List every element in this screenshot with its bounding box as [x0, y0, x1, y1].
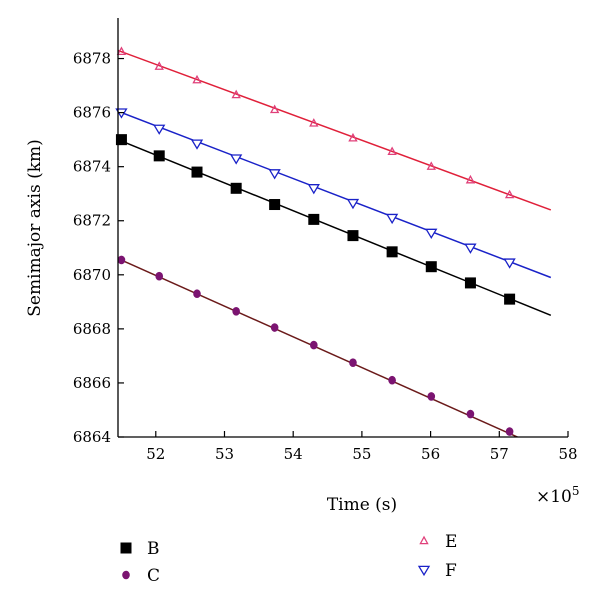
y-tick-label-6872: 6872	[73, 212, 111, 230]
series-point-b-9	[464, 277, 476, 289]
series-point-c-4	[270, 323, 279, 332]
y-tick-label-6878: 6878	[73, 50, 111, 68]
y-tick-label-6864: 6864	[73, 428, 111, 446]
series-point-b-4	[269, 199, 281, 211]
series-point-f-3	[230, 154, 243, 165]
series-point-f-7	[385, 213, 399, 225]
y-tick-label-6876: 6876	[73, 104, 111, 122]
x-multiplier-exp: 5	[572, 484, 580, 498]
y-tick-label-6874: 6874	[73, 158, 111, 176]
x-tick-label-56: 56	[421, 445, 440, 463]
series-line-b	[118, 138, 552, 317]
series-point-b-7	[386, 246, 398, 258]
series-point-c-9	[466, 409, 475, 419]
series-line-c	[118, 257, 520, 437]
legend-marker-c	[122, 570, 130, 580]
series-point-f-6	[346, 198, 360, 210]
series-point-b-10	[504, 293, 516, 305]
x-tick-label-58: 58	[558, 445, 577, 463]
series-point-b-3	[230, 182, 242, 194]
series-point-f-4	[268, 169, 281, 180]
series-point-e-4	[269, 104, 280, 114]
series-point-f-1	[153, 124, 166, 135]
legend-label-f: F	[445, 561, 457, 581]
series-point-e-9	[465, 174, 476, 184]
series-point-c-10	[505, 427, 514, 436]
series-point-f-10	[503, 258, 516, 269]
x-multiplier-base: ×10	[536, 487, 572, 507]
legend: BC EF	[120, 532, 457, 586]
series-point-b-8	[425, 261, 437, 273]
series-point-b-6	[347, 230, 359, 242]
series-point-b-0	[115, 134, 127, 146]
series-point-f-5	[307, 184, 320, 195]
axes	[117, 18, 568, 438]
x-axis-label: Time (s)	[327, 495, 397, 515]
series-point-e-0	[116, 46, 127, 56]
legend-marker-e	[419, 535, 429, 545]
series-point-b-5	[308, 213, 320, 225]
series-point-e-6	[348, 132, 358, 142]
legend-label-e: E	[445, 532, 457, 552]
series-point-e-5	[309, 118, 319, 127]
series-point-c-2	[193, 289, 201, 299]
series-point-c-8	[427, 392, 436, 401]
series-point-e-7	[387, 146, 397, 156]
series-point-c-1	[155, 271, 164, 281]
series-point-c-5	[310, 340, 318, 350]
series-line-f	[118, 110, 552, 279]
series-point-b-1	[153, 150, 165, 162]
series-point-f-9	[464, 243, 477, 254]
series-point-e-3	[231, 89, 241, 99]
y-axis-label: Semimajor axis (km)	[25, 139, 45, 317]
ticks: 52 53 54 55 56 57 58 6864 6866 6868 6870 6872 6874 68…	[73, 50, 578, 463]
series-point-b-2	[191, 166, 203, 178]
series-point-f-0	[115, 108, 128, 119]
y-tick-label-6866: 6866	[73, 374, 111, 392]
x-tick-label-53: 53	[215, 445, 234, 463]
series-line-e	[118, 49, 552, 211]
series-point-e-1	[154, 61, 164, 70]
series-point-c-3	[232, 307, 240, 316]
series-point-f-8	[425, 228, 438, 239]
series-point-e-2	[192, 74, 202, 84]
legend-label-c: C	[147, 566, 160, 586]
legend-marker-b	[120, 542, 132, 554]
series-point-e-8	[426, 161, 436, 170]
x-tick-label-52: 52	[146, 445, 165, 463]
x-tick-label-54: 54	[284, 445, 303, 463]
y-tick-label-6868: 6868	[73, 320, 111, 338]
x-tick-label-57: 57	[490, 445, 509, 463]
legend-marker-f	[417, 565, 431, 577]
x-axis-multiplier: ×105	[536, 484, 580, 507]
plot-lines	[118, 49, 552, 437]
series-point-c-0	[117, 255, 126, 265]
series-point-f-2	[190, 139, 204, 150]
legend-label-b: B	[147, 539, 160, 559]
plot-markers	[115, 46, 516, 436]
series-point-e-10	[504, 189, 515, 199]
series-point-c-6	[349, 358, 357, 367]
x-tick-label-55: 55	[352, 445, 371, 463]
series-point-c-7	[388, 375, 396, 385]
y-tick-label-6870: 6870	[73, 266, 111, 284]
